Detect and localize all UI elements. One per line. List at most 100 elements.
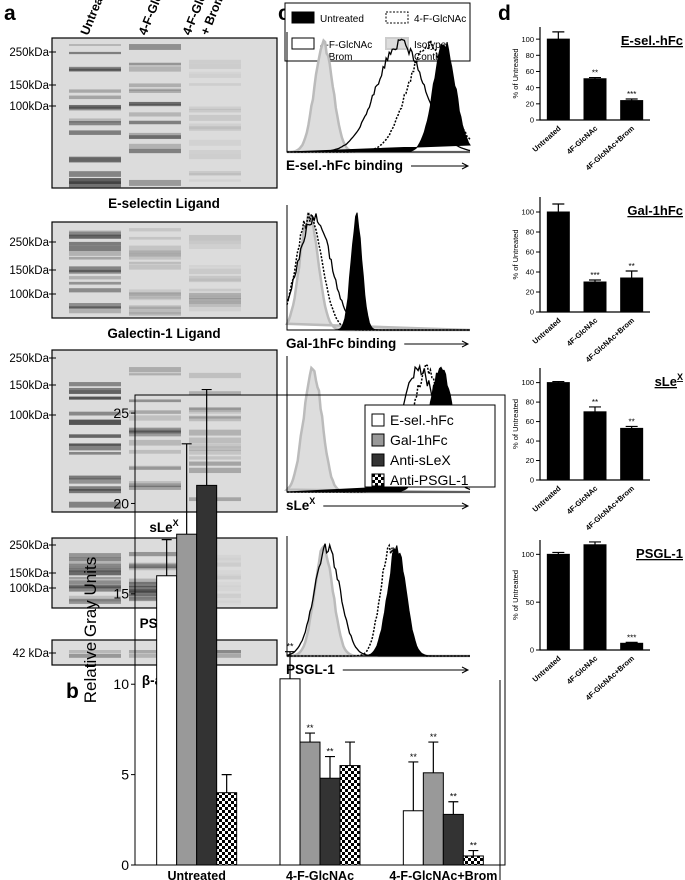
blot-band xyxy=(69,230,121,236)
y-tick-label: 40 xyxy=(526,268,534,277)
blot-band xyxy=(129,430,181,437)
significance: *** xyxy=(627,633,636,642)
error-bar xyxy=(625,98,638,101)
error-bar xyxy=(552,551,565,555)
blot-band xyxy=(129,465,181,470)
histogram-label-text: Gal-1hFc binding xyxy=(286,336,396,351)
blot-band xyxy=(129,66,181,72)
blot-band xyxy=(129,399,181,403)
bar xyxy=(196,484,218,866)
y-tick-label: 80 xyxy=(526,398,534,407)
histogram-label-text: E-sel.-hFc binding xyxy=(286,158,403,173)
blot-band xyxy=(69,118,121,123)
blot-band xyxy=(69,568,121,573)
blot-band xyxy=(69,156,121,162)
blot-band xyxy=(189,234,241,241)
y-tick-label: 100 xyxy=(521,550,534,559)
blot-band xyxy=(189,240,241,245)
size-marker: 150kDa xyxy=(9,80,49,92)
panel-letter: a xyxy=(4,2,16,25)
blot-band xyxy=(69,580,121,586)
bar xyxy=(546,211,570,313)
blot-band xyxy=(69,234,121,239)
bar xyxy=(583,78,607,121)
blot-band xyxy=(189,443,241,448)
error-bar xyxy=(408,761,419,811)
y-tick-label: 0 xyxy=(530,308,534,317)
error-bar xyxy=(589,541,601,545)
blot-band xyxy=(69,51,121,55)
y-tick-label: 50 xyxy=(526,598,534,607)
blot-band xyxy=(189,417,241,422)
y-tick-label: 100 xyxy=(521,35,534,44)
blot-band xyxy=(69,306,121,309)
y-tick-label: 20 xyxy=(526,99,534,108)
blot-band xyxy=(129,228,181,232)
blot-band xyxy=(189,306,241,312)
blot-band xyxy=(69,390,121,394)
y-tick-label: 60 xyxy=(526,248,534,257)
blot-band xyxy=(69,276,121,280)
y-tick-label: 0 xyxy=(530,476,534,485)
glcnac-curve xyxy=(287,363,471,493)
blot-band xyxy=(189,126,241,131)
significance: ** xyxy=(450,792,458,802)
legend-label: Anti-PSGL-1 xyxy=(390,472,469,488)
error-bar xyxy=(201,388,212,486)
bar xyxy=(462,855,484,866)
y-axis-label: % of Untreated xyxy=(511,48,520,98)
bar xyxy=(620,277,644,313)
blot-band xyxy=(189,300,241,307)
blot-band xyxy=(189,108,241,113)
blot-band xyxy=(189,114,241,121)
blot-band xyxy=(69,89,121,93)
chart-title: PSGL-1 xyxy=(636,546,683,561)
error-bar xyxy=(552,31,565,40)
x-tick-label: 4-F-GlcNAc+Brom xyxy=(389,869,497,880)
blot-band xyxy=(129,261,181,264)
blot-band xyxy=(189,372,241,379)
y-axis-label: % of Untreated xyxy=(511,570,520,620)
blot-band xyxy=(69,281,121,285)
y-tick-label: 0 xyxy=(530,116,534,125)
blot-band xyxy=(129,373,181,376)
blot-band xyxy=(69,557,121,562)
blot-band xyxy=(69,563,121,570)
blot-band xyxy=(129,306,181,310)
blot-band xyxy=(69,382,121,387)
blot-band xyxy=(69,451,121,455)
blot-band xyxy=(129,367,181,373)
blot-band xyxy=(129,253,181,260)
blot-band xyxy=(189,409,241,412)
blot-band xyxy=(189,467,241,474)
error-bar xyxy=(625,425,638,429)
significance: ** xyxy=(629,417,635,426)
blot-band xyxy=(69,411,121,416)
y-tick-label: 15 xyxy=(113,586,129,602)
blot-band xyxy=(189,298,241,305)
blot-band xyxy=(69,478,121,484)
blot-band xyxy=(69,443,121,446)
blot-band xyxy=(69,475,121,480)
blot-band xyxy=(129,595,181,602)
blot-band xyxy=(129,588,181,593)
blot-band xyxy=(69,501,121,508)
blot-band xyxy=(189,268,241,275)
blot-band xyxy=(69,231,121,238)
bar xyxy=(402,810,424,866)
blot-band xyxy=(69,553,121,558)
histogram-label-text: PSGL-1 xyxy=(286,662,335,677)
bar xyxy=(156,575,178,866)
histogram-axes xyxy=(286,356,470,493)
blot-band xyxy=(69,171,121,177)
size-marker: 100kDa xyxy=(9,410,49,422)
blot-band xyxy=(189,73,241,78)
legend-label: Control xyxy=(414,52,446,63)
histogram-axes xyxy=(286,536,470,657)
bar xyxy=(442,813,464,866)
blot-band xyxy=(189,292,241,297)
blot-band xyxy=(69,570,121,576)
legend-label: + Brom xyxy=(320,52,353,63)
blot-caption: sLeX xyxy=(149,518,178,535)
significance: *** xyxy=(627,90,636,99)
